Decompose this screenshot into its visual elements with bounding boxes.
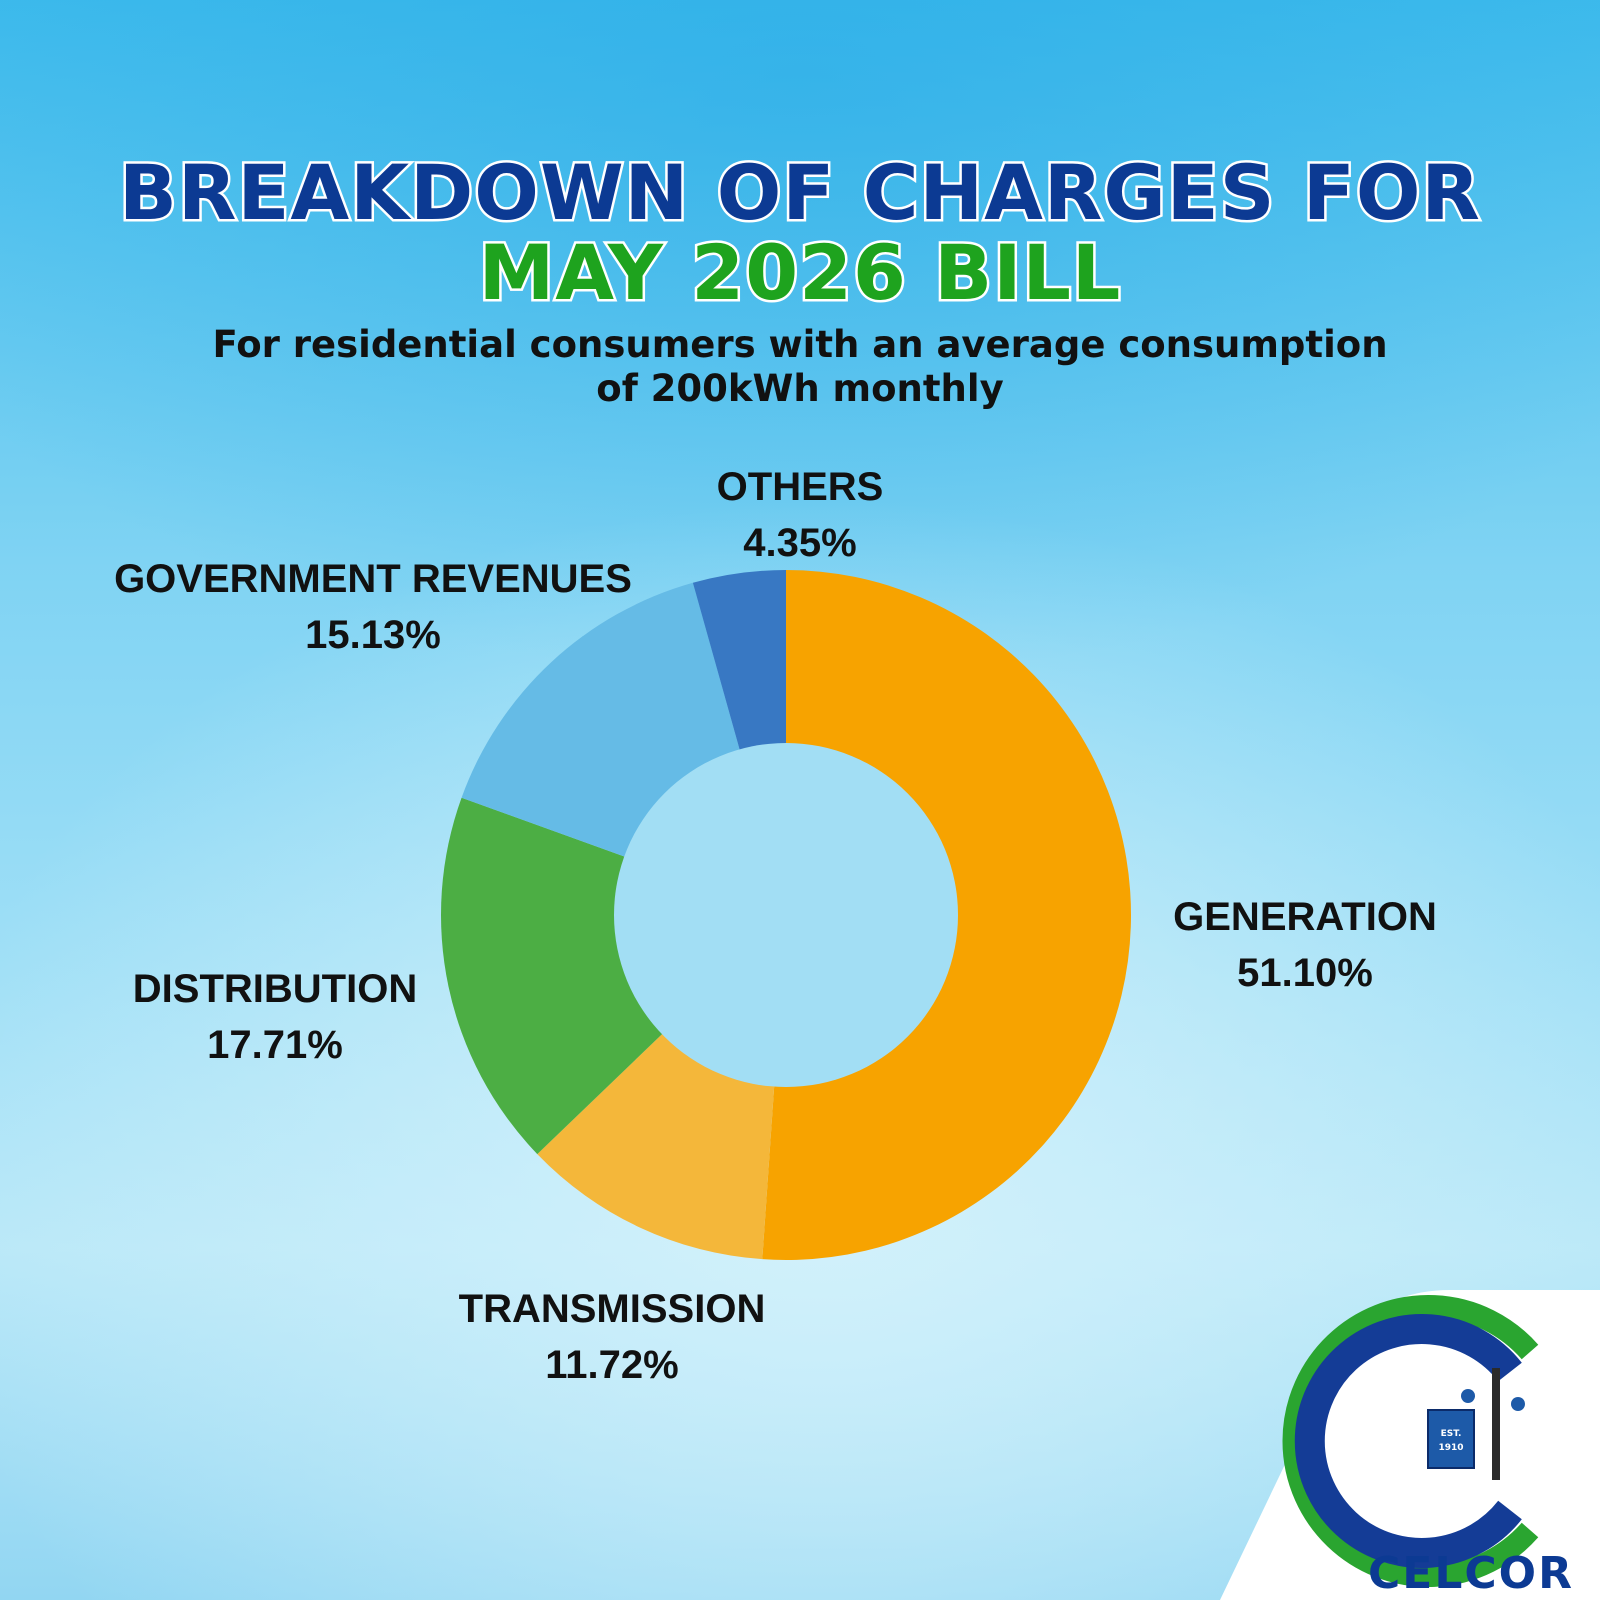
title-line-1: BREAKDOWN OF CHARGES FOR <box>117 146 1483 240</box>
label-name-transmission: TRANSMISSION <box>459 1287 766 1331</box>
title-line-2: MAY 2026 BILL <box>476 226 1123 320</box>
label-value-distribution: 17.71% <box>207 1023 343 1067</box>
donut-hole <box>614 743 958 1087</box>
label-name-others: OTHERS <box>717 465 884 509</box>
label-name-distribution: DISTRIBUTION <box>133 967 417 1011</box>
label-value-generation: 51.10% <box>1237 951 1373 995</box>
subtitle-line-2: of 200kWh monthly <box>596 367 1004 410</box>
subtitle-line-1: For residential consumers with an averag… <box>212 323 1388 366</box>
label-value-government-revenues: 15.13% <box>305 613 441 657</box>
label-name-generation: GENERATION <box>1173 895 1437 939</box>
label-name-government-revenues: GOVERNMENT REVENUES <box>114 557 632 601</box>
label-value-transmission: 11.72% <box>545 1343 678 1387</box>
brand-name: CELCOR <box>1368 1548 1574 1599</box>
chart-labels: GENERATION 51.10% TRANSMISSION 11.72% DISTRI… <box>114 465 1437 1387</box>
label-value-others: 4.35% <box>743 521 856 565</box>
